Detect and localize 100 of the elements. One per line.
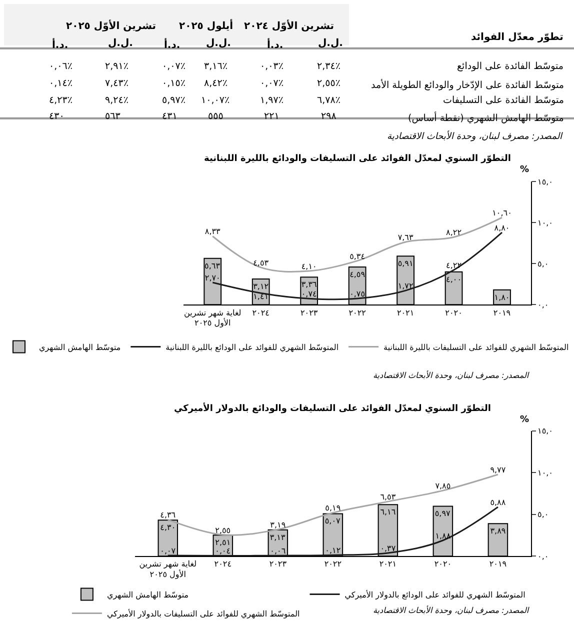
legend-label: متوسّط الهامش الشهري (39, 342, 121, 352)
data-label: ٤,٥٩ (350, 270, 366, 279)
x-tick-label: ٢٠٢٤ (214, 560, 232, 569)
text: ٠,٠٧٪ (162, 61, 186, 72)
text: ٦,٧٨٪ (317, 95, 340, 106)
text: ٤٣٠ (49, 111, 64, 122)
data-label: ٠,٧٤ (301, 290, 317, 299)
data-label: ٣,١٩ (270, 520, 286, 530)
data-label: ٠,٠٤ (215, 546, 231, 556)
data-label: ٨,٣٣ (204, 227, 222, 236)
x-tick-label: ٢٠٢٣ (300, 308, 318, 318)
legend-label: المتوسّط الشهري للفوائد على الودائع بالدولار الأميركي (344, 589, 526, 600)
text: تشرين الأوّل ٢٠٢٥ (66, 19, 156, 32)
category-label: متوسّط الفائدة على الإدّخار والودائع الطويلة الأمد (371, 80, 564, 91)
text: ٧,٤٣٪ (105, 78, 128, 89)
text: المصدر: مصرف لبنان، وحدة الأبحاث الاقتصادية (373, 370, 530, 380)
data-label: ١,٨٠ (494, 292, 510, 302)
data-label: ٥,٠٧ (324, 516, 341, 526)
text: ٠,١٤٪ (49, 78, 72, 89)
text: ٥٥٥ (208, 111, 224, 122)
x-tick-label: ٢٠٢١ (379, 560, 397, 569)
data-label: ٥,١٩ (325, 504, 341, 513)
chart-title: التطوّر السنوي لمعدّل الفوائد على التسليفات والودائع بالليرة اللبنانية (204, 154, 511, 164)
text: ٠,٠٣٪ (260, 61, 284, 72)
y-axis-title: % (520, 165, 530, 175)
y-tick-label: ٠,٠ (538, 300, 549, 310)
x-tick-label: ٢٠٢٠ (434, 560, 452, 569)
category-label: متوسّط الفائدة على التسليفات (443, 95, 564, 106)
data-label: ٤,٠٠ (446, 274, 462, 284)
text: ٥٦٣ (105, 111, 120, 122)
text: ٤,٢٣٪ (49, 95, 72, 106)
data-label: ٤,١٠ (301, 262, 317, 271)
y-tick-label: ٥,٠ (538, 259, 549, 268)
y-tick-label: ١٥,٠ (538, 177, 553, 186)
data-label: ٢,٥١ (215, 538, 231, 548)
data-label: ١,٨٨ (435, 531, 452, 540)
data-label: ١,٧٢ (398, 282, 414, 291)
legend-label: المتوسّط الشهري للفوائد على التسليفات بالليرة اللبنانية (384, 342, 569, 352)
data-label: ٢,٥٥ (215, 526, 231, 535)
category-label: ل.ل. (318, 38, 343, 49)
data-label: ٥,٩١ (398, 259, 414, 268)
data-label: ٤,٢٢ (446, 261, 462, 270)
legend-label: متوسّط الهامش الشهري (106, 590, 189, 600)
data-label: ١٠,٦٠ (492, 208, 512, 218)
x-tick-label: ٢٠٢٠ (445, 308, 462, 318)
data-label: ٥,٣٤ (350, 252, 366, 261)
data-label: ٠,١٢ (325, 546, 341, 556)
category-label: ل.ل. (206, 38, 231, 49)
y-tick-label: ٠,٠ (538, 552, 549, 561)
text: ٠,٠٦٪ (49, 61, 72, 72)
legend-label: المتوسّط الشهري للفوائد على الودائع بالليرة اللبنانية (166, 342, 339, 352)
text: ٤٣١ (162, 111, 178, 122)
legend-label: المتوسّط الشهري للفوائد على التسليفات بالدولار الأميركي (106, 608, 300, 618)
data-label: ٢,٧٠ (204, 274, 220, 282)
y-tick-label: ٥,٠ (538, 510, 549, 520)
data-label: ٥,٩٧ (434, 509, 452, 518)
data-label: ٠,٧٥ (350, 290, 366, 299)
data-label: ٥,٦٣ (204, 261, 221, 270)
text: ٢,٥٥٪ (317, 78, 340, 89)
category-label: د.أ. (52, 38, 68, 51)
data-label: ٨,٨٠ (494, 223, 510, 232)
text: ٣,١٦٪ (204, 61, 228, 72)
chart-title: التطوّر السنوي لمعدّل الفوائد على التسليفات والودائع بالدولار الأميركي (174, 402, 491, 414)
x-tick-label: ٢٠١٩ (489, 560, 507, 569)
y-tick-label: ١٠,٠ (538, 468, 553, 478)
category-label: د.أ. (267, 38, 284, 51)
x-tick-label: لغاية شهر تشرين الأول ٢٠٢٥ (139, 560, 197, 580)
data-label: ٦,٥٣ (380, 492, 396, 502)
data-label: ٣,٨٩ (490, 526, 506, 536)
category-label: ل.ل. (108, 38, 133, 49)
y-tick-label: ١٥,٠ (538, 426, 553, 436)
data-label: ٣,١٣ (270, 532, 286, 542)
data-label: ٤,٥٣ (253, 258, 270, 268)
data-label: ١,٤١ (253, 292, 269, 302)
text: ١,٩٧٪ (260, 95, 284, 106)
x-tick-label: ٢٠٢٤ (252, 308, 270, 318)
text: تشرين الأوّل ٢٠٢٤ (244, 19, 334, 32)
text: المصدر: مصرف لبنان، وحدة الأبحاث الاقتصادية (387, 130, 564, 142)
x-tick-label: ٢٠٢٣ (269, 560, 288, 569)
text: ٢٩٨ (321, 111, 336, 122)
text: ٠,٠٧٪ (260, 78, 284, 89)
data-label: ٠,٠٦ (270, 546, 286, 556)
data-label: ٤,٣٦ (160, 510, 176, 520)
data-label: ٤,٣٠ (160, 523, 176, 532)
data-label: ٠,٠٧ (160, 546, 176, 556)
category-label: د.أ. (164, 38, 180, 51)
category-label: متوسّط الفائدة على الودائع (457, 61, 564, 72)
text: ١٠,٠٧٪ (201, 95, 230, 106)
x-tick-label: ٢٠٢٢ (324, 560, 342, 569)
x-tick-label: ٢٠٢١ (396, 308, 414, 318)
data-label: ٧,٨٥ (435, 482, 451, 491)
text: ٢,٣٤٪ (317, 61, 340, 72)
data-label: ٧,٦٣ (398, 233, 414, 242)
text: ٠,١٥٪ (162, 78, 186, 89)
text: ٩,٢٤٪ (105, 95, 128, 106)
text: ٨,٤٢٪ (204, 78, 228, 89)
text: المصدر: مصرف لبنان، وحدة الأبحاث الاقتصادية (373, 605, 530, 615)
y-axis-title: % (520, 415, 530, 425)
x-tick-label: ٢٠٢٢ (348, 308, 366, 318)
data-label: ٩,٧٧ (490, 466, 506, 475)
